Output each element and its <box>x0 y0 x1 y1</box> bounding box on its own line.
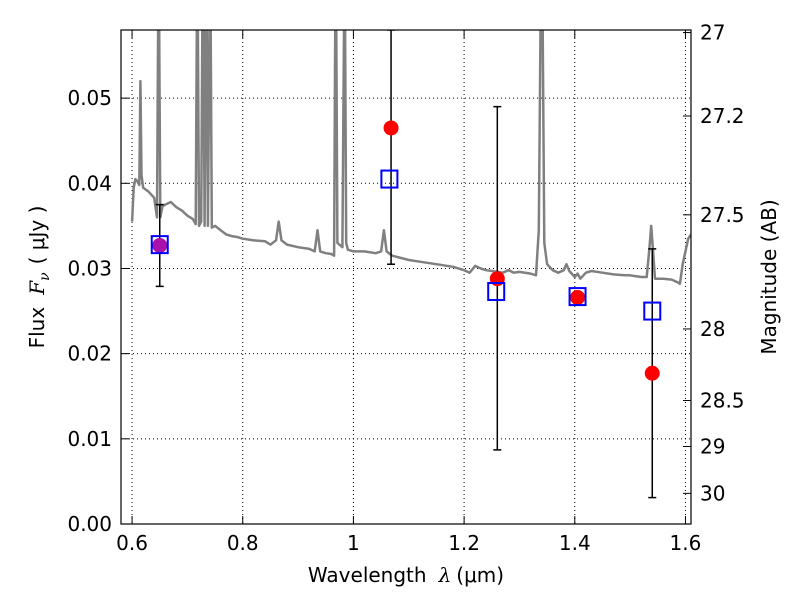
y2-tick-label: 27.5 <box>700 203 745 227</box>
observed-point <box>383 120 399 136</box>
x-tick-label: 0.6 <box>116 531 148 555</box>
y-tick-label: 0.02 <box>67 342 112 366</box>
y-tick-label: 0.01 <box>67 427 112 451</box>
y-tick-label: 0.05 <box>67 86 112 110</box>
y2-tick-label: 28.5 <box>700 389 745 413</box>
grid-lines <box>121 30 691 524</box>
y2-tick-label: 30 <box>700 481 725 505</box>
x-axis-label: Wavelength λ (μm) <box>308 563 504 587</box>
y2-tick-label: 28 <box>700 317 725 341</box>
axis-ticks: 0.6 0.8 1 1.2 1.4 1.6 0.00 0.01 0.02 0.03 0.04 0.05… <box>67 21 744 555</box>
observed-point <box>570 289 586 305</box>
axis-labels: Wavelength λ (μm) FluxFν( μJy ) Magnitude … <box>25 199 781 587</box>
model-point <box>487 281 506 301</box>
y2-tick-label: 27.2 <box>700 104 745 128</box>
y-axis-label: FluxFν( μJy ) <box>25 206 53 349</box>
spectrum-series <box>130 30 691 286</box>
y2-tick-label: 27 <box>700 21 725 45</box>
y2-axis-label: Magnitude (AB) <box>757 199 781 354</box>
y-tick-label: 0.00 <box>67 512 112 536</box>
model-point <box>150 235 169 255</box>
model-point <box>643 301 662 321</box>
model-point <box>568 287 587 307</box>
x-tick-label: 0.8 <box>227 531 259 555</box>
plot-frame <box>120 29 692 525</box>
x-tick-label: 1.2 <box>448 531 480 555</box>
model-points <box>150 169 662 321</box>
x-tick-label: 1.4 <box>559 531 591 555</box>
x-tick-label: 1 <box>347 531 360 555</box>
y-tick-label: 0.04 <box>67 171 112 195</box>
observed-point <box>644 365 660 381</box>
model-point <box>380 169 399 189</box>
x-tick-label: 1.6 <box>670 531 702 555</box>
spectrum-line <box>130 30 691 286</box>
y2-tick-label: 29 <box>700 434 725 458</box>
y-tick-label: 0.03 <box>67 256 112 280</box>
observed-point <box>152 237 168 253</box>
